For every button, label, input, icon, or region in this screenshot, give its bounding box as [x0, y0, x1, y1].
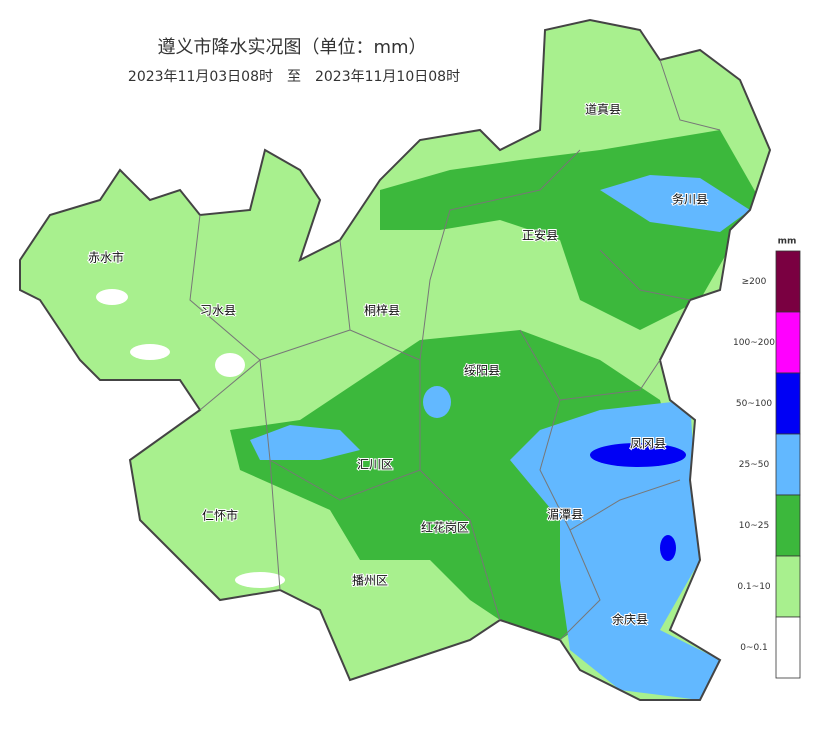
border: [659, 59, 721, 131]
map-title: 遵义市降水实况图（单位：mm）: [157, 37, 426, 58]
region-label: 桐梓县: [364, 303, 400, 318]
legend-swatch: [775, 372, 801, 435]
legend-swatch: [775, 311, 801, 374]
county-borders: [189, 59, 721, 641]
rain-area: [215, 353, 245, 377]
region-label: 播州区: [352, 574, 388, 588]
region-label: 正安县: [522, 228, 558, 243]
rain-area: [590, 443, 686, 467]
rain-area: [250, 425, 360, 460]
region-label: 余庆县: [612, 612, 648, 627]
legend-label: 0.1~10: [737, 582, 771, 592]
legend-swatch: [775, 555, 801, 618]
legend-label: 10~25: [739, 521, 769, 531]
legend: ≥200 100~200 50~100 25~50 10~25 0.1~10 0~0.1: [733, 250, 801, 679]
border: [519, 329, 681, 531]
legend-unit: mm: [778, 237, 797, 247]
border: [599, 249, 691, 301]
rain-area: [660, 535, 676, 561]
region-label: 汇川区: [357, 458, 393, 472]
region-label: 仁怀市: [202, 508, 238, 523]
rain-area: [510, 400, 720, 700]
map-subtitle: 2023年11月03日08时 至 2023年11月10日08时: [128, 69, 460, 85]
region-label: 绥阳县: [464, 364, 500, 378]
legend-label: 0~0.1: [740, 643, 768, 653]
rain-area: [600, 175, 750, 232]
region-label: 红花岗区: [421, 520, 469, 535]
region-label: 凤冈县: [630, 437, 666, 451]
legend-label: 25~50: [739, 460, 770, 470]
border: [349, 149, 581, 361]
region-label: 赤水市: [88, 250, 124, 265]
region-label: 湄潭县: [547, 508, 583, 522]
border: [189, 214, 261, 411]
rain-area: [96, 289, 128, 305]
border: [269, 459, 421, 501]
legend-label: ≥200: [742, 277, 767, 287]
border: [259, 239, 351, 591]
rain-area: [235, 572, 285, 588]
legend-label: 50~100: [736, 399, 772, 409]
legend-label: 100~200: [733, 338, 775, 348]
legend-swatch: [775, 433, 801, 496]
legend-swatch: [775, 494, 801, 557]
region-label: 务川县: [672, 192, 708, 207]
rain-area: [130, 344, 170, 360]
region-label: 道真县: [585, 103, 621, 117]
border: [419, 360, 501, 621]
legend-swatch: [775, 250, 801, 313]
border: [559, 529, 601, 641]
legend-swatch: [775, 616, 801, 679]
region-label: 习水县: [200, 304, 236, 318]
rain-area: [423, 386, 451, 418]
border: [559, 359, 661, 401]
